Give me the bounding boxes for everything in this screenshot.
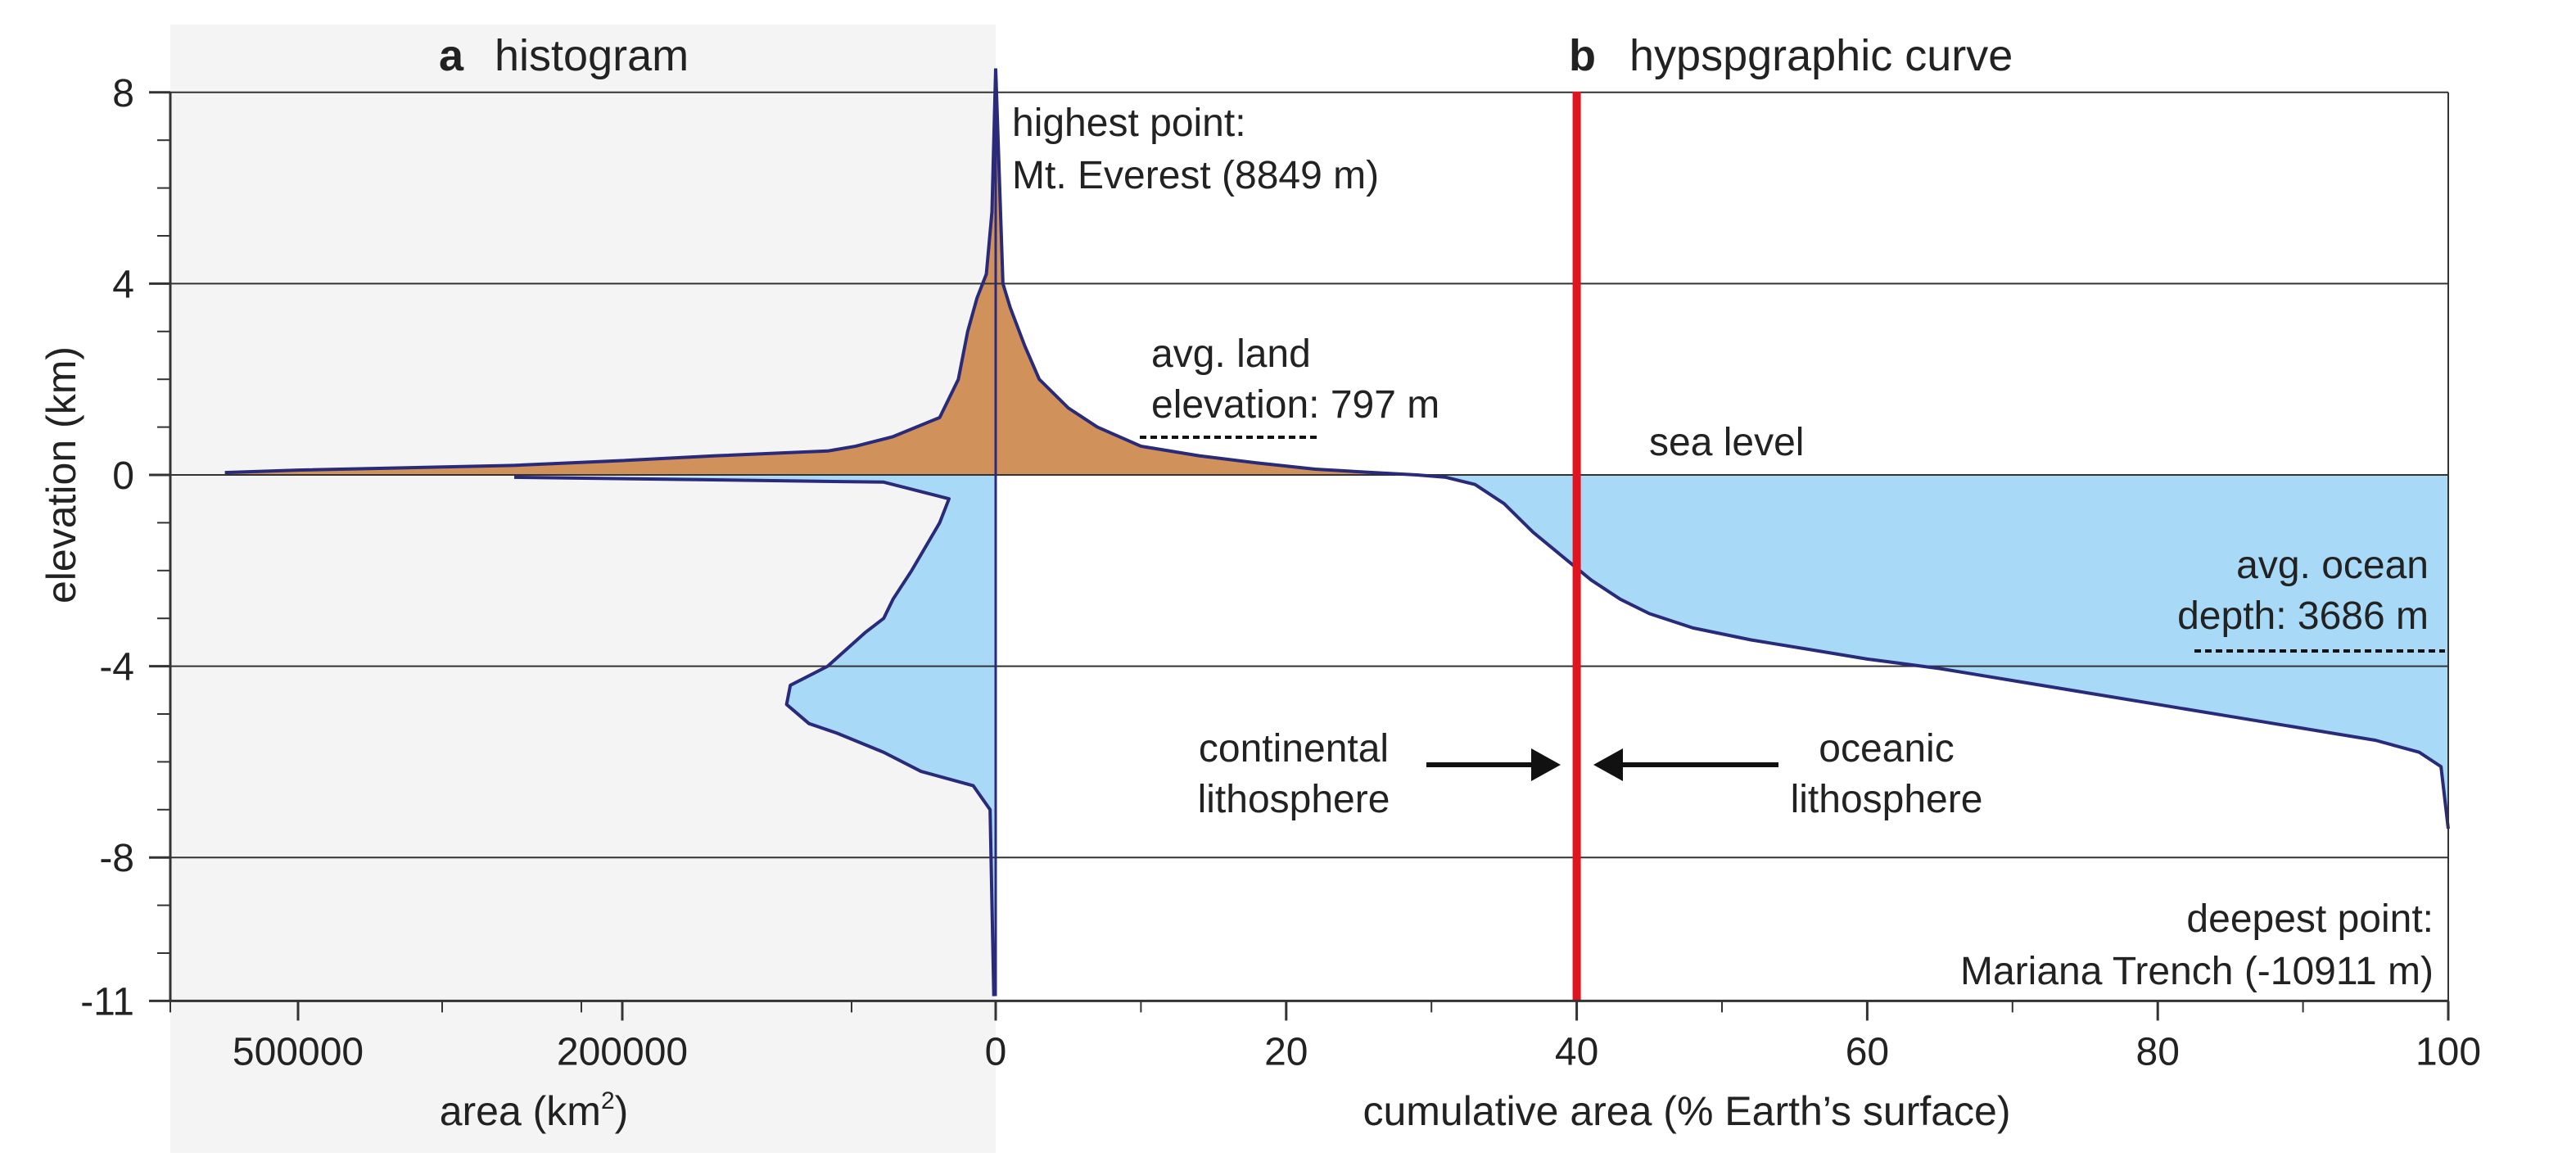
y-tick-label: -8 [99,837,134,880]
oceanic-arrow-head [1593,748,1623,781]
y-tick-label: 8 [112,72,134,115]
y-axis-label: elevation (km) [38,346,84,603]
avg-land-value: elevation: 797 m [1151,383,1439,427]
sea-level-label: sea level [1649,421,1804,464]
hypsographic-land-fill [996,68,1417,475]
histogram-land-fill [224,68,996,475]
deepest-point-label: deepest point: [2186,897,2434,941]
continental-lithosphere-label-1: continental [1199,727,1389,771]
xa-tick-label: 500000 [233,1030,364,1073]
oceanic-lithosphere-label-2: lithosphere [1791,778,1983,821]
xb-tick-label: 40 [1555,1030,1598,1073]
panel-b-title: hypspgraphic curve [1629,31,2013,80]
highest-point-value: Mt. Everest (8849 m) [1012,154,1379,197]
avg-ocean-value: depth: 3686 m [2177,594,2429,638]
xb-tick-label: 0 [985,1030,1007,1073]
panel-a-title: histogram [495,31,689,80]
continental-lithosphere-label-2: lithosphere [1198,778,1390,821]
xb-tick-label: 100 [2416,1030,2481,1073]
xb-tick-label: 60 [1846,1030,1889,1073]
panel-a-letter: a [439,31,464,80]
y-tick-label: -4 [99,646,134,689]
x-axis-label-a: area (km2) [440,1087,629,1134]
y-tick-label: -11 [80,980,134,1024]
panel-a-background [170,25,996,1153]
x-axis-label-b: cumulative area (% Earth’s surface) [1363,1088,2010,1134]
y-tick-label: 0 [112,454,134,498]
area-fills [224,68,2448,997]
histogram-land-curve [224,68,997,475]
hypsographic-ocean-fill [1417,475,2448,829]
xa-tick-label: 200000 [557,1030,688,1073]
histogram-ocean-curve [513,475,996,997]
gridlines [170,91,2448,1002]
xb-tick-label: 20 [1264,1030,1308,1073]
panel-b-letter: b [1569,31,1596,80]
y-tick-label: 4 [112,263,134,306]
highest-point-label: highest point: [1012,102,1246,145]
histogram-ocean-fill [514,475,996,997]
oceanic-lithosphere-label-1: oceanic [1819,727,1954,771]
deepest-point-value: Mariana Trench (-10911 m) [1960,950,2434,993]
continental-arrow-head [1531,748,1561,781]
curves [224,68,2450,1001]
xb-tick-label: 80 [2136,1030,2180,1073]
avg-land-label: avg. land [1151,332,1311,376]
hypsographic-curve [994,68,2450,829]
avg-ocean-label: avg. ocean [2236,544,2429,587]
axes [169,92,2449,1002]
